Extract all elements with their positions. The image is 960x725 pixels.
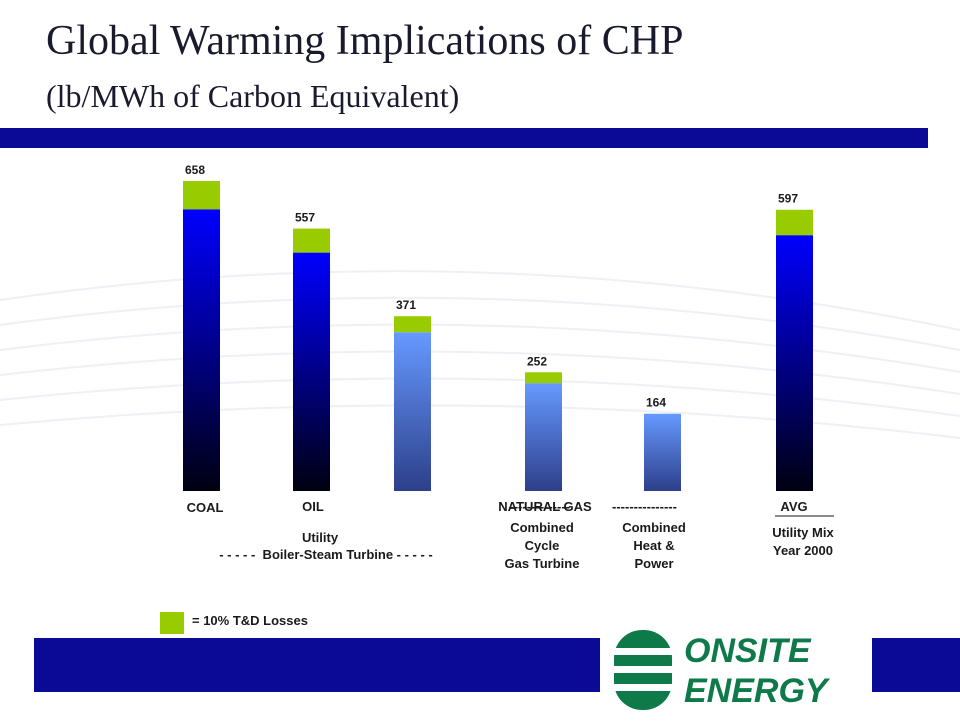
logo-line-2: ENERGY [684, 672, 831, 710]
category-label: COAL [187, 500, 224, 515]
bar-emissions [394, 332, 431, 491]
combined-cycle-label: Combined Cycle Gas Turbine [504, 520, 580, 571]
bar-td-loss [776, 209, 813, 236]
bar-value-label: 371 [396, 298, 416, 312]
bar-value-label: 164 [646, 396, 666, 410]
utility-mix-label: Utility Mix Year 2000 [772, 525, 834, 558]
bar-value-label: 658 [185, 163, 205, 177]
boiler-steam-label: - - - - - Boiler-Steam Turbine - - - - - [219, 547, 433, 562]
legend-label: = 10% T&D Losses [192, 613, 308, 628]
utility-label: Utility [301, 530, 339, 545]
bar-td-loss [183, 181, 220, 210]
category-label: AVG [780, 499, 807, 514]
gas-divider-right: --------------- [612, 499, 677, 514]
logo-line-1: ONSITE [684, 632, 812, 670]
onsite-energy-logo: ONSITE ENERGY [600, 622, 872, 720]
logo-mark: ONSITE ENERGY [614, 630, 831, 710]
gas-divider-left: -------------- [509, 499, 570, 514]
bar-value-label: 252 [527, 354, 547, 368]
bar-value-label: 597 [778, 192, 798, 206]
bar-emissions [293, 252, 330, 491]
slide-subtitle: (lb/MWh of Carbon Equivalent) [46, 78, 460, 114]
bar-emissions [183, 209, 220, 492]
bar-td-loss [293, 228, 330, 253]
top-accent-band [0, 128, 928, 148]
bar-td-loss [525, 372, 562, 384]
bar-emissions [644, 413, 681, 491]
combined-heat-power-label: Combined Heat & Power [622, 520, 686, 571]
bar-td-loss [394, 316, 431, 333]
natural-gas-label: NATURAL GAS [498, 499, 592, 514]
background-swirl [0, 270, 960, 439]
category-label: OIL [302, 499, 324, 514]
bar-emissions [776, 235, 813, 491]
bar-value-label: 557 [295, 211, 315, 225]
legend-swatch [160, 612, 184, 634]
slide-title: Global Warming Implications of CHP [46, 18, 684, 64]
bar-emissions [525, 383, 562, 491]
